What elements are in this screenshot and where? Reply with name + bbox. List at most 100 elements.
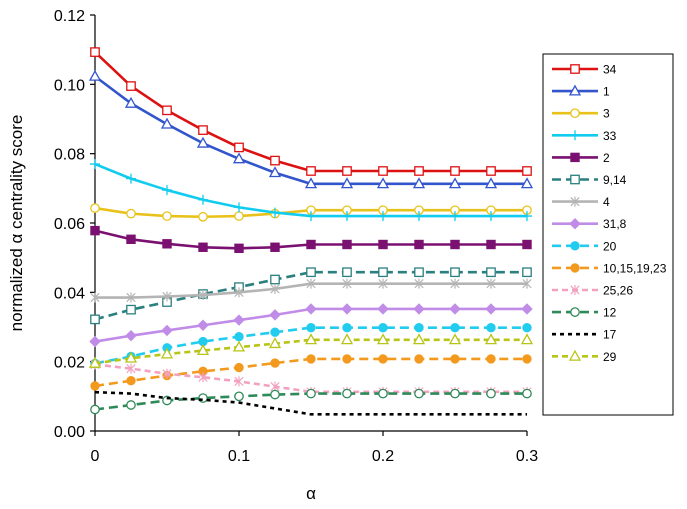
legend-label: 3	[603, 107, 610, 121]
legend-swatch-marker	[569, 217, 581, 230]
data-point	[342, 239, 352, 250]
data-point	[342, 388, 352, 399]
legend-swatch-marker	[570, 64, 580, 74]
legend-label: 9,14	[603, 173, 627, 187]
data-point	[126, 173, 136, 184]
legend-swatch-marker	[568, 349, 582, 361]
data-point	[124, 351, 138, 363]
data-point	[414, 239, 424, 250]
data-point	[520, 177, 534, 189]
data-point	[270, 242, 280, 252]
x-axis-title: α	[306, 484, 316, 503]
x-tick-label: 0	[91, 448, 100, 465]
data-point	[304, 177, 318, 189]
data-point	[414, 388, 424, 399]
data-point	[270, 327, 280, 337]
legend-label: 2	[603, 151, 610, 165]
data-point	[378, 278, 388, 289]
data-point	[306, 322, 316, 333]
data-point	[162, 291, 172, 302]
data-point	[270, 155, 280, 166]
legend-item: 3	[552, 107, 610, 121]
data-point	[449, 303, 461, 315]
data-point	[305, 303, 317, 315]
legend-label: 1	[603, 85, 610, 99]
data-point	[340, 177, 354, 189]
legend-swatch-marker	[570, 307, 580, 317]
data-point	[342, 267, 352, 278]
data-point	[522, 267, 532, 278]
data-point	[306, 211, 316, 222]
legend-label: 4	[603, 195, 610, 209]
y-ticks: 0.00 0.02 0.04 0.06 0.08 0.10 0.12	[54, 8, 95, 441]
y-tick-label: 0.08	[54, 147, 85, 164]
data-point	[520, 333, 534, 345]
data-point	[90, 404, 100, 415]
legend-label: 12	[603, 306, 617, 320]
data-point	[160, 347, 174, 359]
data-point	[125, 329, 137, 342]
legend-swatch-marker	[570, 174, 580, 185]
data-point	[89, 335, 101, 348]
data-point	[522, 239, 532, 250]
data-point	[306, 354, 316, 364]
data-point	[126, 81, 136, 91]
data-point	[412, 177, 426, 189]
legend-swatch-marker	[570, 152, 580, 163]
data-point	[522, 166, 532, 176]
data-point	[270, 389, 280, 400]
data-point	[450, 322, 460, 333]
data-point	[126, 376, 136, 386]
data-point	[414, 267, 424, 278]
data-point	[196, 136, 210, 148]
data-point	[342, 211, 352, 222]
legend-swatch-marker	[568, 84, 582, 96]
data-point	[484, 333, 498, 345]
series-line	[94, 390, 527, 416]
data-point	[196, 344, 210, 356]
series-29	[88, 333, 534, 368]
data-point	[126, 400, 136, 410]
data-point	[234, 332, 244, 342]
data-point	[268, 166, 282, 178]
data-point	[306, 166, 316, 176]
data-point	[450, 278, 460, 289]
legend-label: 34	[603, 63, 617, 77]
data-point	[413, 303, 425, 315]
y-tick-label: 0.10	[54, 77, 85, 94]
legend-swatch-marker	[570, 241, 580, 251]
x-tick-label: 0.2	[372, 448, 394, 465]
data-point	[162, 368, 172, 379]
data-point	[90, 381, 100, 391]
data-point	[198, 194, 208, 205]
data-point	[521, 303, 533, 315]
data-point	[88, 356, 102, 368]
data-point	[269, 309, 281, 321]
data-point	[412, 333, 426, 345]
legend-label: 10,15,19,23	[603, 261, 667, 275]
data-point	[485, 303, 497, 315]
y-tick-label: 0.04	[54, 285, 85, 302]
legend-item: 10,15,19,23	[552, 261, 667, 275]
legend-item: 12	[552, 306, 617, 320]
legend-swatch-marker	[570, 130, 580, 141]
data-point	[450, 166, 460, 176]
y-tick-label: 0.06	[54, 216, 85, 233]
data-point	[198, 372, 208, 383]
data-point	[378, 354, 388, 364]
legend-swatch-marker	[570, 285, 580, 295]
legend-item: 1	[552, 84, 610, 99]
data-point	[448, 177, 462, 189]
y-axis-title: normalized α centrality score	[7, 115, 26, 332]
data-point	[90, 47, 100, 57]
legend-item: 25,26	[552, 284, 633, 298]
data-point	[486, 211, 496, 222]
data-point	[378, 211, 388, 222]
data-point	[234, 391, 244, 402]
plot-area	[94, 15, 527, 432]
data-point	[126, 363, 136, 374]
legend-label: 20	[603, 239, 617, 253]
data-point	[126, 304, 136, 315]
series-17	[94, 390, 527, 416]
